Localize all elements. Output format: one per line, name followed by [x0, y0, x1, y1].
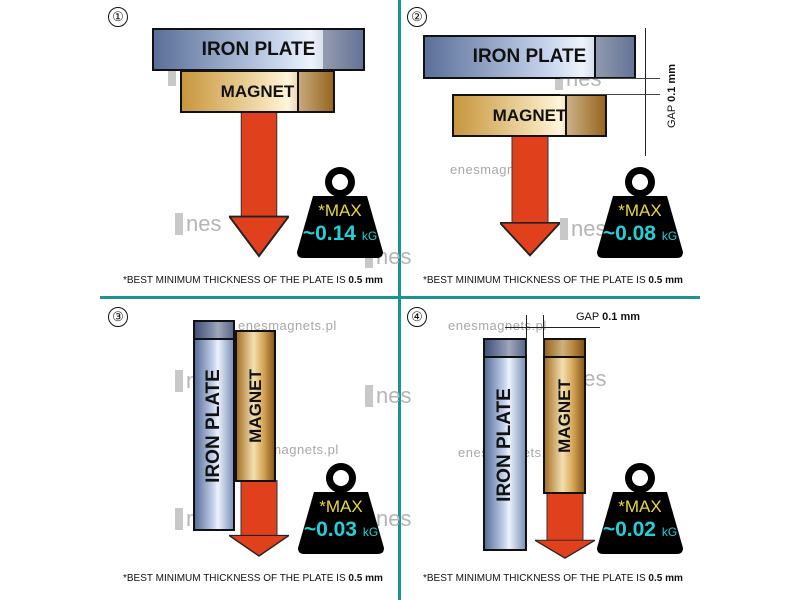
- gap-label: GAP 0.1 mm: [576, 311, 641, 323]
- magnet: MAGNET: [543, 338, 586, 494]
- gap-dimension-line: [645, 28, 646, 156]
- gap-label: GAP 0.1 mm: [666, 63, 679, 129]
- force-value: ~0.03 kG: [303, 518, 379, 541]
- force-arrow-icon: [535, 492, 595, 559]
- iron-plate-label: IRON PLATE: [472, 46, 587, 67]
- force-value: ~0.14 kG: [302, 222, 378, 245]
- weight-badge: *MAX ~0.14 kG: [295, 164, 385, 259]
- magnet-label: MAGNET: [492, 105, 567, 125]
- watermark-site: enesmagnets.pl: [238, 318, 337, 333]
- magnet-label: MAGNET: [220, 81, 295, 101]
- max-label: *MAX: [618, 201, 662, 220]
- weight-badge: *MAX ~0.02 kG: [595, 460, 685, 555]
- panel-number: ③: [108, 307, 128, 327]
- footnote: *BEST MINIMUM THICKNESS OF THE PLATE IS …: [423, 275, 683, 286]
- weight-badge: *MAX ~0.03 kG: [296, 460, 386, 555]
- iron-plate: IRON PLATE: [483, 338, 527, 551]
- vertical-divider: [398, 0, 401, 600]
- magnet: MAGNET: [180, 70, 335, 113]
- gap-extension-line: [560, 94, 660, 95]
- panel-number: ①: [108, 7, 128, 27]
- watermark-logo: nes: [560, 218, 606, 240]
- iron-plate: IRON PLATE: [423, 35, 636, 79]
- horizontal-divider: [100, 296, 700, 299]
- magnet: MAGNET: [452, 94, 607, 137]
- weight-badge: *MAX ~0.08 kG: [595, 164, 685, 259]
- gap-extension-line: [560, 78, 660, 79]
- watermark-logo: nes: [365, 385, 411, 407]
- footnote: *BEST MINIMUM THICKNESS OF THE PLATE IS …: [123, 573, 383, 584]
- iron-plate-label: IRON PLATE: [203, 368, 224, 483]
- force-arrow-icon: [500, 135, 560, 257]
- footnote: *BEST MINIMUM THICKNESS OF THE PLATE IS …: [423, 573, 683, 584]
- panel-number: ②: [407, 7, 427, 27]
- iron-plate-label: IRON PLATE: [201, 38, 316, 60]
- force-value: ~0.02 kG: [602, 518, 678, 541]
- force-value: ~0.08 kG: [602, 222, 678, 245]
- iron-plate: IRON PLATE: [193, 320, 235, 531]
- watermark-logo: nes: [175, 213, 221, 235]
- max-label: *MAX: [318, 201, 362, 220]
- magnet-label: MAGNET: [554, 379, 574, 453]
- gap-extension-line: [526, 315, 527, 355]
- gap-extension-line: [543, 315, 544, 355]
- watermark-site: enesmagnets.pl: [448, 318, 547, 333]
- footnote: *BEST MINIMUM THICKNESS OF THE PLATE IS …: [123, 275, 383, 286]
- magnet: MAGNET: [235, 330, 276, 482]
- iron-plate: IRON PLATE: [152, 28, 365, 71]
- panel-number: ④: [407, 307, 427, 327]
- max-label: *MAX: [319, 497, 363, 516]
- iron-plate-label: IRON PLATE: [494, 387, 515, 502]
- force-arrow-icon: [229, 480, 289, 557]
- gap-dimension-line: [505, 327, 600, 328]
- magnet-label: MAGNET: [245, 369, 265, 443]
- max-label: *MAX: [618, 497, 662, 516]
- force-arrow-icon: [229, 110, 289, 258]
